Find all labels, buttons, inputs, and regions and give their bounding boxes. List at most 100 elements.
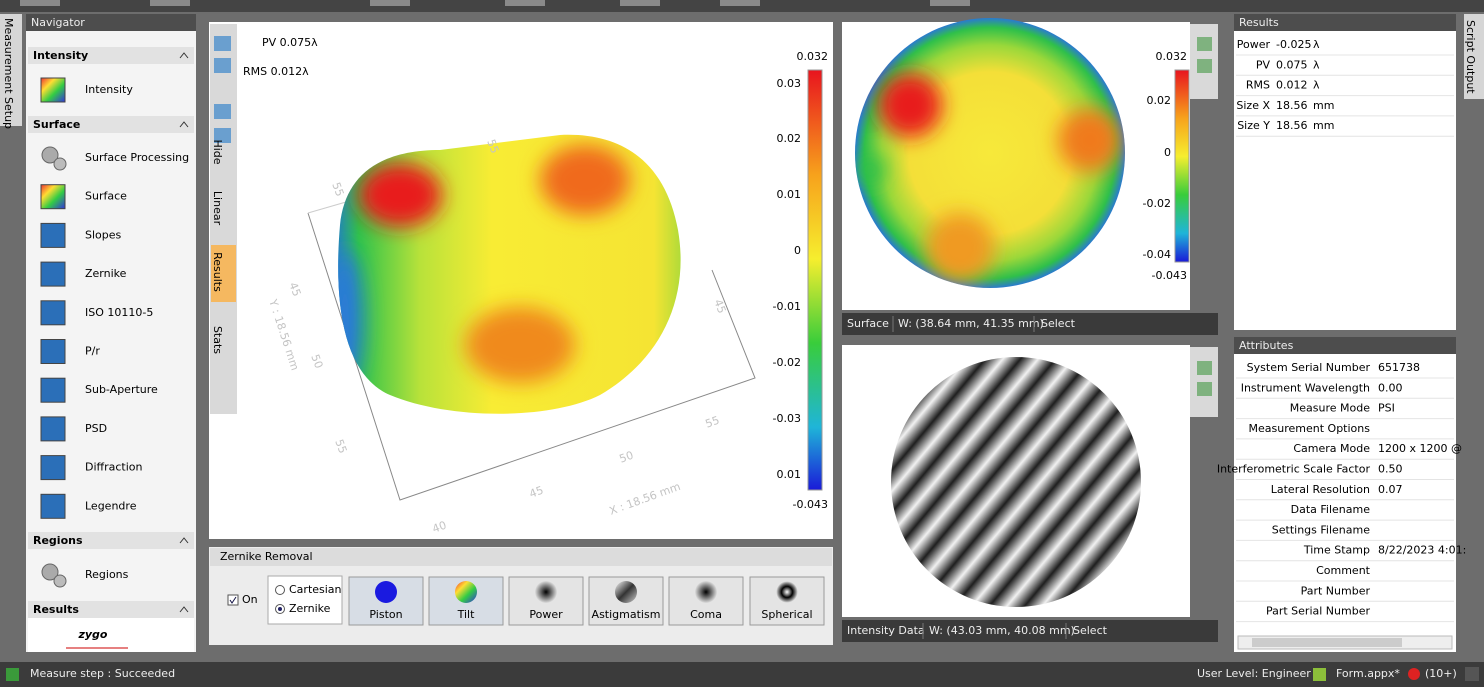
nav-item[interactable]: Surface Processing: [85, 151, 189, 164]
toolbar-button[interactable]: [370, 0, 410, 6]
checkbox[interactable]: [227, 594, 239, 606]
colorbar-label: 0.01: [777, 188, 802, 201]
tool-button[interactable]: [214, 104, 231, 119]
attribute-value: 0.50: [1378, 463, 1403, 476]
icon: [41, 563, 59, 581]
icon: [40, 184, 66, 210]
checkbox-label: On: [242, 593, 258, 606]
toolbar-button[interactable]: [20, 0, 60, 6]
button-label: Power: [529, 608, 563, 621]
nav-item[interactable]: Sub-Aperture: [85, 383, 158, 396]
colorbar-label: 0.032: [797, 50, 829, 63]
colorbar: [807, 69, 823, 491]
nav-item[interactable]: Surface: [85, 190, 127, 203]
collapse-icon: [179, 52, 189, 59]
status-icon: [6, 668, 19, 681]
fringe-image: [891, 357, 1141, 607]
section-header[interactable]: [28, 601, 194, 618]
colorbar-label: 0: [1164, 146, 1171, 159]
toolbar-button[interactable]: [930, 0, 970, 6]
surface-3d: [338, 134, 681, 414]
attribute-value: PSI: [1378, 402, 1395, 415]
status-text: Measure step : Succeeded: [30, 667, 175, 680]
attribute-label: Part Number: [1301, 584, 1371, 597]
result-value: 18.56: [1276, 119, 1308, 132]
side-tab[interactable]: [1464, 14, 1484, 99]
panel-header: [26, 14, 196, 31]
icon: [40, 416, 66, 442]
attribute-label: Measurement Options: [1249, 422, 1371, 435]
nav-item[interactable]: Zernike: [85, 267, 127, 280]
side-tab-label: Script Output: [1464, 20, 1477, 94]
result-value: 18.56: [1276, 99, 1308, 112]
radio-group: [267, 575, 343, 625]
attribute-value: 651738: [1378, 361, 1420, 374]
nav-item[interactable]: Regions: [85, 568, 129, 581]
colorbar: [1174, 69, 1190, 263]
view-tab[interactable]: Stats: [211, 326, 224, 354]
colorbar-label: -0.01: [773, 300, 801, 313]
nav-item[interactable]: ISO 10110-5: [85, 306, 153, 319]
attribute-value: 0.00: [1378, 381, 1403, 394]
attributes-panel: [1234, 337, 1456, 652]
surface-blobs: [338, 145, 630, 390]
result-unit: λ: [1313, 79, 1320, 92]
icon: [41, 146, 59, 164]
status-icon: [1465, 667, 1479, 681]
nav-item[interactable]: P/r: [85, 345, 100, 358]
nav-item[interactable]: Slopes: [85, 228, 122, 241]
view-toolbar: [210, 24, 237, 414]
axis-label: 55: [704, 414, 722, 431]
panel-title: Zernike Removal: [220, 550, 313, 563]
button-label: Astigmatism: [592, 608, 661, 621]
footer-text: Select: [1073, 624, 1108, 637]
tool-button[interactable]: [1197, 37, 1212, 51]
toolbar-button[interactable]: [620, 0, 660, 6]
nav-item[interactable]: Legendre: [85, 499, 137, 512]
panel-title: Results: [1239, 16, 1279, 29]
surface-region: [338, 250, 363, 390]
nav-item[interactable]: Intensity: [85, 83, 133, 96]
tool-button[interactable]: [214, 128, 231, 143]
view-tab[interactable]: Hide: [211, 139, 224, 164]
tool-button[interactable]: [214, 58, 231, 73]
panel-header: [210, 548, 832, 566]
button-label: Tilt: [457, 608, 475, 621]
view-tab[interactable]: Results: [211, 252, 224, 292]
footer-text: Select: [1041, 317, 1076, 330]
axis-label: 45: [711, 298, 728, 316]
attribute-label: Interferometric Scale Factor: [1217, 463, 1371, 476]
tool-button[interactable]: [1197, 361, 1212, 375]
results-panel: [1234, 14, 1456, 330]
result-label: Power: [1237, 38, 1271, 51]
section-header[interactable]: [28, 116, 194, 133]
radio-label: Cartesian: [289, 583, 342, 596]
panel-title: Navigator: [31, 16, 85, 29]
nav-item[interactable]: PSD: [85, 422, 107, 435]
toolbar-button[interactable]: [505, 0, 545, 6]
tool-button[interactable]: [214, 36, 231, 51]
radio[interactable]: [275, 585, 285, 595]
overlay-text: RMS 0.012λ: [243, 65, 309, 78]
section-header[interactable]: [28, 532, 194, 549]
icon: [40, 300, 66, 326]
button-label: Spherical: [761, 608, 812, 621]
view-tab[interactable]: Linear: [211, 191, 224, 226]
nav-item[interactable]: Diffraction: [85, 461, 143, 474]
scroll-thumb[interactable]: [1252, 638, 1402, 647]
tool-button[interactable]: [1197, 59, 1212, 73]
icon: [53, 574, 67, 588]
tool-button[interactable]: [1197, 382, 1212, 396]
icon: [40, 339, 66, 364]
toolbar-button[interactable]: [720, 0, 760, 6]
surface-map-regions: [855, 73, 1122, 283]
attribute-label: Part Serial Number: [1266, 605, 1370, 618]
attribute-label: Camera Mode: [1293, 442, 1370, 455]
attribute-value: 8/22/2023 4:01:: [1378, 544, 1466, 557]
button-icon: [776, 581, 798, 603]
side-tab[interactable]: [0, 14, 22, 126]
collapse-icon: [179, 606, 189, 613]
section-header[interactable]: [28, 47, 194, 64]
button-label: Piston: [369, 608, 402, 621]
toolbar-button[interactable]: [150, 0, 190, 6]
